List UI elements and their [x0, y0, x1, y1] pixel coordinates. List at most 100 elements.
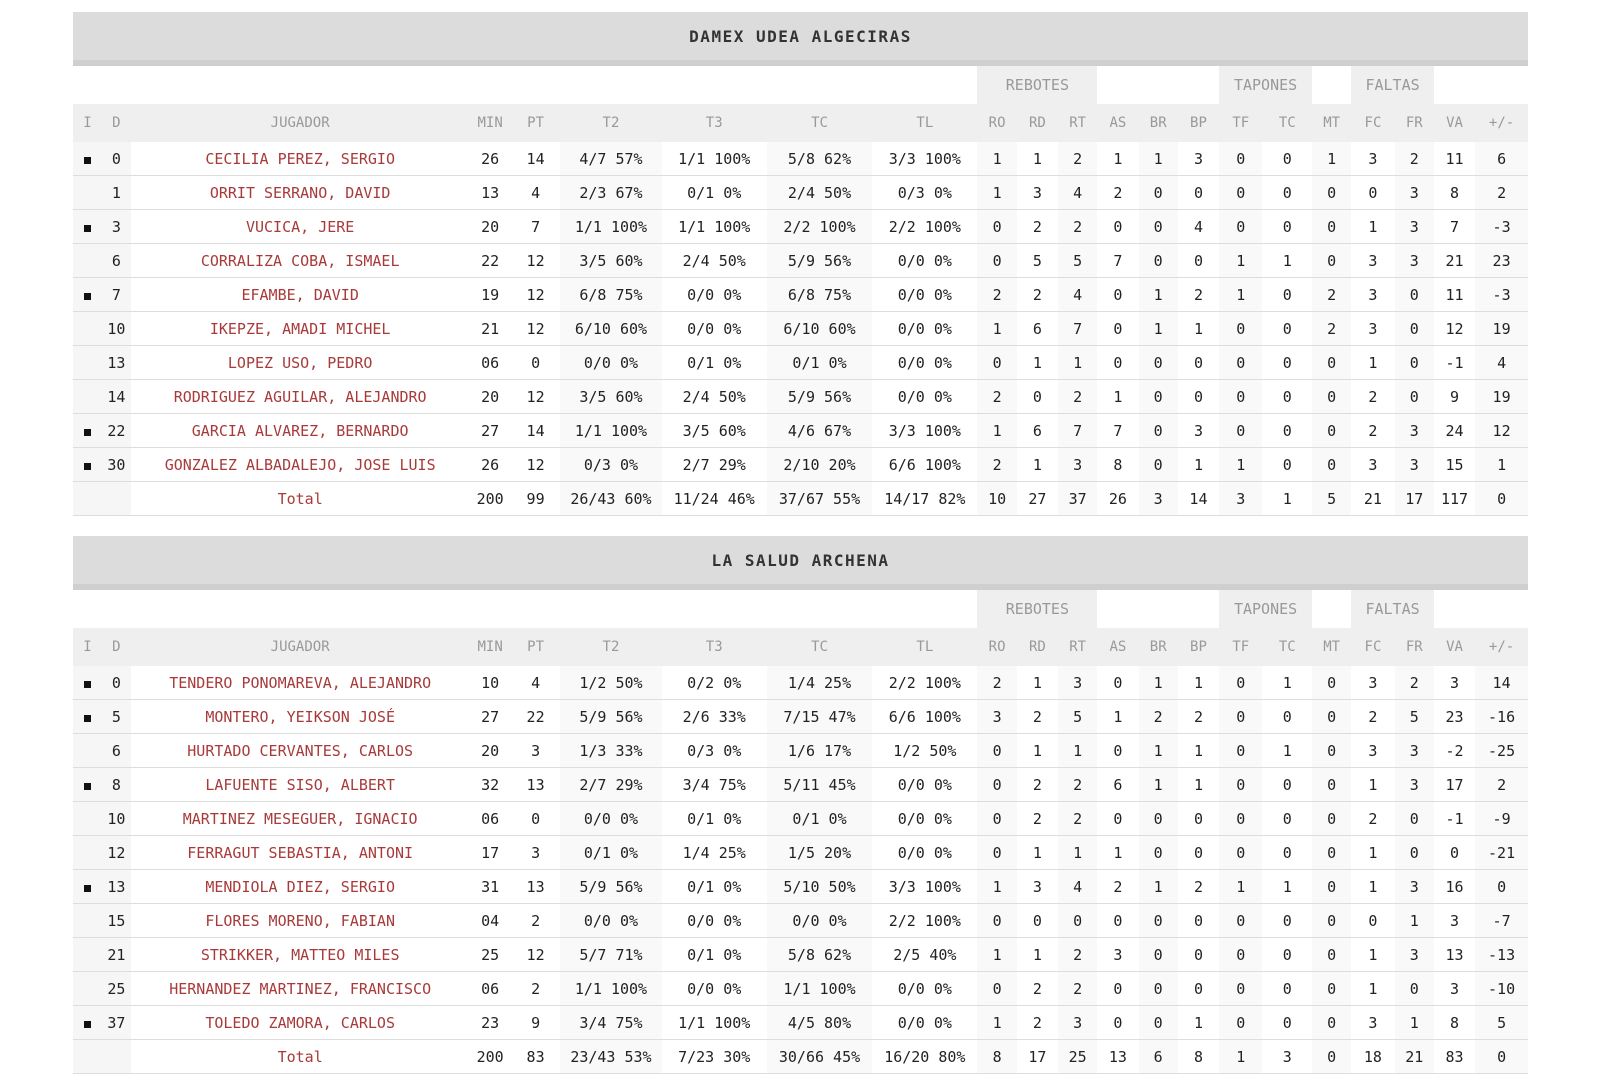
column-header[interactable]: TL: [872, 628, 978, 666]
player-name-link[interactable]: CECILIA PEREZ, SERGIO: [130, 142, 470, 176]
column-header[interactable]: FC: [1351, 628, 1395, 666]
stat-mt: 0: [1312, 447, 1352, 482]
column-header[interactable]: BP: [1177, 628, 1220, 666]
column-header[interactable]: I: [73, 628, 102, 666]
column-header[interactable]: JUGADOR: [130, 628, 470, 666]
stat-min: 06: [469, 971, 511, 1006]
stat-min: 26: [469, 142, 511, 176]
column-header[interactable]: MIN: [469, 628, 511, 666]
column-header[interactable]: TC: [1262, 104, 1313, 142]
player-name-link[interactable]: EFAMBE, DAVID: [130, 277, 470, 312]
player-name-link[interactable]: MONTERO, YEIKSON JOSÉ: [130, 699, 470, 734]
stat-plus-minus: -10: [1475, 971, 1528, 1006]
stat-tc: 0/1 0%: [766, 801, 873, 836]
stat-rt: 2: [1058, 801, 1098, 836]
column-header[interactable]: RT: [1058, 104, 1098, 142]
player-name-link[interactable]: MARTINEZ MESEGUER, IGNACIO: [130, 801, 470, 836]
stat-pt: 13: [510, 869, 561, 904]
stat-t3: 0/1 0%: [661, 869, 767, 904]
column-header[interactable]: TF: [1219, 628, 1263, 666]
column-header[interactable]: VA: [1433, 628, 1476, 666]
player-name-link[interactable]: GARCIA ALVAREZ, BERNARDO: [130, 413, 470, 448]
column-header[interactable]: BR: [1138, 628, 1178, 666]
column-header[interactable]: RO: [977, 628, 1017, 666]
column-header[interactable]: RT: [1058, 628, 1098, 666]
stat-fc: 2: [1351, 379, 1395, 414]
stat-tc: 1/4 25%: [766, 666, 873, 700]
stat-rt: 2: [1058, 379, 1098, 414]
stat-tf: 1: [1219, 277, 1263, 312]
player-name-link[interactable]: CORRALIZA COBA, ISMAEL: [130, 243, 470, 278]
stat-as: 1: [1097, 699, 1139, 734]
starter-cell: [73, 175, 102, 210]
player-name-link[interactable]: FLORES MORENO, FABIAN: [130, 903, 470, 938]
column-header[interactable]: AS: [1097, 628, 1139, 666]
player-name-link[interactable]: LAFUENTE SISO, ALBERT: [130, 767, 470, 802]
column-header[interactable]: D: [101, 104, 131, 142]
column-header[interactable]: T2: [560, 628, 662, 666]
player-name-link[interactable]: IKEPZE, AMADI MICHEL: [130, 311, 470, 346]
player-name-link[interactable]: ORRIT SERRANO, DAVID: [130, 175, 470, 210]
column-header[interactable]: T3: [661, 628, 767, 666]
stat-ro: 2: [977, 666, 1017, 700]
column-header[interactable]: TC: [1262, 628, 1313, 666]
column-header[interactable]: T3: [661, 104, 767, 142]
player-name-link[interactable]: STRIKKER, MATTEO MILES: [130, 937, 470, 972]
column-header[interactable]: TF: [1219, 104, 1263, 142]
player-name-link[interactable]: GONZALEZ ALBADALEJO, JOSE LUIS: [130, 447, 470, 482]
player-name-link[interactable]: HERNANDEZ MARTINEZ, FRANCISCO: [130, 971, 470, 1006]
stat-pt: 3: [510, 733, 561, 768]
stat-plus-minus: -21: [1475, 835, 1528, 870]
group-spacer: [1097, 590, 1219, 628]
column-header[interactable]: BP: [1177, 104, 1220, 142]
stat-rt: 3: [1058, 447, 1098, 482]
column-header[interactable]: RD: [1016, 628, 1059, 666]
column-header[interactable]: FR: [1394, 104, 1434, 142]
stat-tl: 0/0 0%: [872, 971, 978, 1006]
player-name-link[interactable]: FERRAGUT SEBASTIA, ANTONI: [130, 835, 470, 870]
stat-tl: 2/2 100%: [872, 209, 978, 244]
column-header[interactable]: MT: [1312, 628, 1352, 666]
player-name-link[interactable]: VUCICA, JERE: [130, 209, 470, 244]
stat-rt: 7: [1058, 413, 1098, 448]
column-header[interactable]: MIN: [469, 104, 511, 142]
player-name-link[interactable]: MENDIOLA DIEZ, SERGIO: [130, 869, 470, 904]
column-header[interactable]: FR: [1394, 628, 1434, 666]
stat-pt: 14: [510, 413, 561, 448]
player-name-link[interactable]: LOPEZ USO, PEDRO: [130, 345, 470, 380]
stat-tc-blocks: 0: [1262, 413, 1313, 448]
stat-plus-minus: 2: [1475, 175, 1528, 210]
column-header[interactable]: D: [101, 628, 131, 666]
stat-tc-blocks: 0: [1262, 699, 1313, 734]
starter-cell: [73, 311, 102, 346]
column-header[interactable]: PT: [510, 104, 561, 142]
stat-plus-minus: -3: [1475, 209, 1528, 244]
stat-min: 27: [469, 413, 511, 448]
column-header[interactable]: +/-: [1475, 628, 1528, 666]
column-header[interactable]: TC: [766, 628, 873, 666]
player-name-link[interactable]: HURTADO CERVANTES, CARLOS: [130, 733, 470, 768]
starter-cell: [73, 345, 102, 380]
column-header[interactable]: RO: [977, 104, 1017, 142]
stat-t3: 2/6 33%: [661, 699, 767, 734]
column-header[interactable]: MT: [1312, 104, 1352, 142]
stat-fc: 1: [1351, 937, 1395, 972]
player-name-link[interactable]: TOLEDO ZAMORA, CARLOS: [130, 1005, 470, 1040]
column-header[interactable]: VA: [1433, 104, 1476, 142]
stat-t3: 0/2 0%: [661, 666, 767, 700]
column-header[interactable]: FC: [1351, 104, 1395, 142]
column-header[interactable]: I: [73, 104, 102, 142]
stat-ro: 0: [977, 971, 1017, 1006]
column-header[interactable]: +/-: [1475, 104, 1528, 142]
player-name-link[interactable]: TENDERO PONOMAREVA, ALEJANDRO: [130, 666, 470, 700]
column-header[interactable]: AS: [1097, 104, 1139, 142]
player-name-link[interactable]: RODRIGUEZ AGUILAR, ALEJANDRO: [130, 379, 470, 414]
column-header[interactable]: PT: [510, 628, 561, 666]
stat-bp: 3: [1177, 142, 1220, 176]
column-header[interactable]: TL: [872, 104, 978, 142]
column-header[interactable]: JUGADOR: [130, 104, 470, 142]
column-header[interactable]: BR: [1138, 104, 1178, 142]
column-header[interactable]: TC: [766, 104, 873, 142]
column-header[interactable]: RD: [1016, 104, 1059, 142]
column-header[interactable]: T2: [560, 104, 662, 142]
